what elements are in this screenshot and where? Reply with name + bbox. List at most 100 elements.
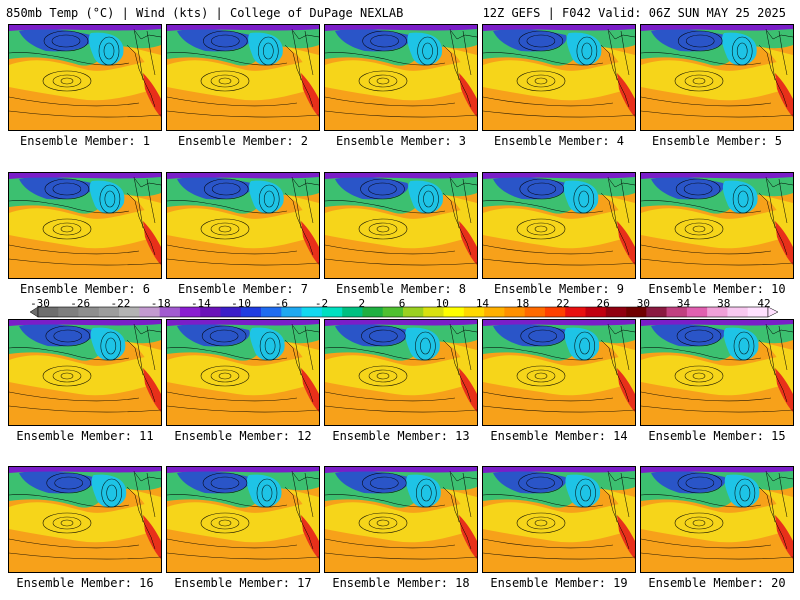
colorbar-swatch	[544, 307, 566, 317]
ensemble-member-label: Ensemble Member: 2	[177, 134, 309, 148]
ensemble-member-label: Ensemble Member: 15	[648, 429, 786, 443]
ensemble-member-label: Ensemble Member: 14	[490, 429, 628, 443]
ensemble-member-label: Ensemble Member: 11	[16, 429, 154, 443]
ensemble-member-label: Ensemble Member: 19	[490, 576, 628, 590]
ensemble-panel: Ensemble Member: 17	[166, 466, 320, 590]
ensemble-panel: Ensemble Member: 8	[324, 172, 478, 296]
ensemble-panel: Ensemble Member: 13	[324, 319, 478, 443]
ensemble-map	[640, 319, 794, 426]
ensemble-map	[166, 172, 320, 279]
ensemble-member-label: Ensemble Member: 5	[651, 134, 783, 148]
ensemble-map	[166, 24, 320, 131]
colorbar-swatch	[179, 307, 201, 317]
ensemble-panel: Ensemble Member: 20	[640, 466, 794, 590]
temperature-colorbar: -30 -26 -22 -18 -14 -10 -6 -2 2 6 10 14 18 22 26 30 34 38…	[0, 297, 800, 319]
colorbar-swatch	[626, 307, 647, 317]
colorbar-left-arrow	[29, 306, 39, 318]
ensemble-member-label: Ensemble Member: 9	[493, 282, 625, 296]
ensemble-member-label: Ensemble Member: 10	[648, 282, 786, 296]
colorbar-swatch	[159, 307, 181, 317]
ensemble-panel: Ensemble Member: 7	[166, 172, 320, 296]
colorbar-swatch	[423, 307, 444, 317]
colorbar-swatch	[484, 307, 505, 317]
colorbar-swatch	[646, 307, 667, 317]
ensemble-member-label: Ensemble Member: 7	[177, 282, 309, 296]
header-right-title: 12Z GEFS | F042 Valid: 06Z SUN MAY 25 20…	[482, 6, 786, 20]
ensemble-map	[482, 24, 636, 131]
ensemble-panel: Ensemble Member: 12	[166, 319, 320, 443]
ensemble-panel: Ensemble Member: 16	[8, 466, 162, 590]
ensemble-map	[640, 466, 794, 573]
ensemble-map	[482, 466, 636, 573]
colorbar-swatch	[321, 307, 343, 317]
ensemble-map	[166, 319, 320, 426]
colorbar-swatch	[261, 307, 282, 317]
colorbar-swatch	[200, 307, 221, 317]
colorbar-swatch	[98, 307, 120, 317]
colorbar-swatch	[605, 307, 627, 317]
colorbar-swatch	[220, 307, 242, 317]
ensemble-panel: Ensemble Member: 5	[640, 24, 794, 148]
colorbar-bar	[29, 306, 779, 318]
ensemble-map	[8, 319, 162, 426]
colorbar-swatch	[443, 307, 465, 317]
colorbar-swatch	[585, 307, 607, 317]
ensemble-panel: Ensemble Member: 10	[640, 172, 794, 296]
ensemble-map	[324, 466, 478, 573]
ensemble-panel: Ensemble Member: 11	[8, 319, 162, 443]
ensemble-map	[8, 466, 162, 573]
colorbar-swatch	[301, 307, 323, 317]
colorbar-swatch	[524, 307, 546, 317]
ensemble-map	[324, 24, 478, 131]
header: 850mb Temp (°C) | Wind (kts) | College o…	[0, 0, 800, 22]
colorbar-swatch	[463, 307, 485, 317]
colorbar-swatch	[403, 307, 424, 317]
ensemble-member-label: Ensemble Member: 6	[19, 282, 151, 296]
ensemble-panel: Ensemble Member: 18	[324, 466, 478, 590]
colorbar-swatch	[119, 307, 140, 317]
ensemble-panel: Ensemble Member: 19	[482, 466, 636, 590]
colorbar-swatch	[78, 307, 100, 317]
colorbar-swatch	[342, 307, 363, 317]
colorbar-swatch	[707, 307, 728, 317]
colorbar-swatch	[38, 307, 59, 317]
ensemble-panel: Ensemble Member: 14	[482, 319, 636, 443]
ensemble-panel: Ensemble Member: 6	[8, 172, 162, 296]
ensemble-panel: Ensemble Member: 1	[8, 24, 162, 148]
colorbar-swatch	[727, 307, 749, 317]
colorbar-swatch	[362, 307, 384, 317]
ensemble-panel: Ensemble Member: 4	[482, 24, 636, 148]
ensemble-map	[482, 172, 636, 279]
ensemble-member-label: Ensemble Member: 12	[174, 429, 312, 443]
colorbar-swatch	[666, 307, 688, 317]
ensemble-member-label: Ensemble Member: 4	[493, 134, 625, 148]
ensemble-map	[166, 466, 320, 573]
colorbar-swatch	[565, 307, 586, 317]
ensemble-panel: Ensemble Member: 2	[166, 24, 320, 148]
ensemble-map	[324, 319, 478, 426]
ensemble-panel: Ensemble Member: 15	[640, 319, 794, 443]
colorbar-swatch	[240, 307, 262, 317]
ensemble-map	[324, 172, 478, 279]
colorbar-swatch	[139, 307, 160, 317]
ensemble-map	[8, 172, 162, 279]
ensemble-member-label: Ensemble Member: 8	[335, 282, 467, 296]
ensemble-map	[640, 172, 794, 279]
ensemble-member-label: Ensemble Member: 13	[332, 429, 470, 443]
ensemble-member-label: Ensemble Member: 1	[19, 134, 151, 148]
colorbar-swatch	[382, 307, 404, 317]
colorbar-tick-label: 2	[358, 297, 366, 310]
colorbar-swatch	[58, 307, 79, 317]
ensemble-map	[640, 24, 794, 131]
ensemble-member-label: Ensemble Member: 16	[16, 576, 154, 590]
colorbar-swatch	[686, 307, 708, 317]
ensemble-map	[8, 24, 162, 131]
colorbar-tick-label: 6	[398, 297, 406, 310]
ensemble-member-label: Ensemble Member: 20	[648, 576, 786, 590]
colorbar-swatch	[281, 307, 302, 317]
ensemble-member-label: Ensemble Member: 18	[332, 576, 470, 590]
ensemble-panel: Ensemble Member: 9	[482, 172, 636, 296]
colorbar-swatch	[504, 307, 525, 317]
ensemble-map	[482, 319, 636, 426]
